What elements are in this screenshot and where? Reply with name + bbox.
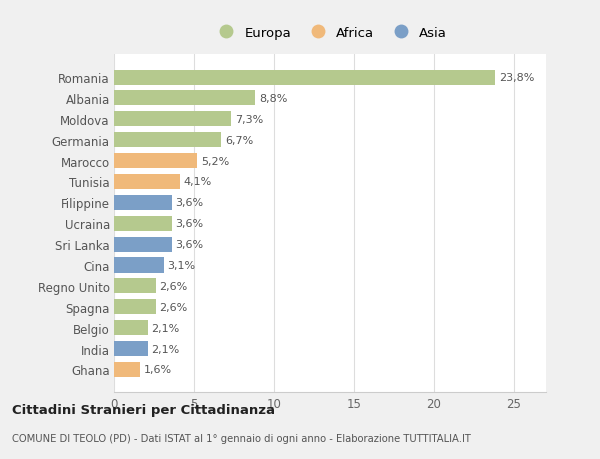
- Bar: [114, 362, 140, 377]
- Bar: [114, 174, 179, 190]
- Text: 3,6%: 3,6%: [176, 198, 204, 208]
- Bar: [114, 112, 231, 127]
- Bar: [114, 279, 155, 294]
- Bar: [114, 320, 148, 336]
- Text: Cittadini Stranieri per Cittadinanza: Cittadini Stranieri per Cittadinanza: [12, 403, 275, 416]
- Bar: [114, 91, 255, 106]
- Text: 4,1%: 4,1%: [184, 177, 212, 187]
- Bar: [114, 196, 172, 210]
- Text: 2,1%: 2,1%: [152, 344, 180, 354]
- Bar: [114, 133, 221, 148]
- Text: 3,1%: 3,1%: [167, 260, 196, 270]
- Bar: [114, 300, 155, 314]
- Bar: [114, 341, 148, 356]
- Text: COMUNE DI TEOLO (PD) - Dati ISTAT al 1° gennaio di ogni anno - Elaborazione TUTT: COMUNE DI TEOLO (PD) - Dati ISTAT al 1° …: [12, 433, 471, 442]
- Text: 6,7%: 6,7%: [225, 135, 253, 146]
- Legend: Europa, Africa, Asia: Europa, Africa, Asia: [208, 21, 452, 45]
- Text: 8,8%: 8,8%: [259, 94, 287, 104]
- Text: 23,8%: 23,8%: [499, 73, 534, 83]
- Text: 7,3%: 7,3%: [235, 115, 263, 124]
- Text: 1,6%: 1,6%: [143, 364, 172, 375]
- Text: 3,6%: 3,6%: [176, 219, 204, 229]
- Text: 3,6%: 3,6%: [176, 240, 204, 250]
- Bar: [114, 70, 495, 85]
- Bar: [114, 216, 172, 231]
- Bar: [114, 154, 197, 169]
- Text: 5,2%: 5,2%: [201, 156, 229, 166]
- Bar: [114, 237, 172, 252]
- Text: 2,6%: 2,6%: [160, 302, 188, 312]
- Text: 2,1%: 2,1%: [152, 323, 180, 333]
- Text: 2,6%: 2,6%: [160, 281, 188, 291]
- Bar: [114, 258, 164, 273]
